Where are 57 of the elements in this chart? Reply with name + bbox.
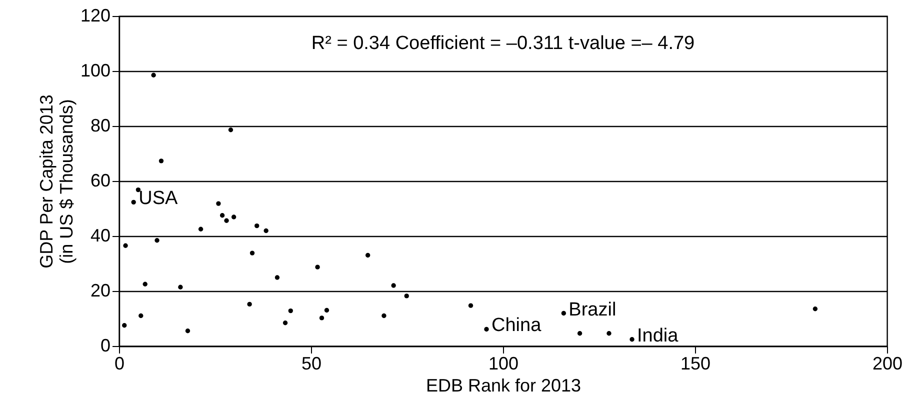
point xyxy=(123,243,128,248)
point xyxy=(138,313,144,318)
point xyxy=(264,228,268,234)
point xyxy=(142,282,148,286)
y-axis-title: GDP Per Capita 2013 (in US $ Thousands) xyxy=(36,94,76,268)
point xyxy=(282,320,288,326)
x-tick-label: 200 xyxy=(872,354,903,374)
point xyxy=(216,201,221,206)
point xyxy=(228,128,234,132)
point xyxy=(158,158,164,164)
point xyxy=(382,313,386,318)
point xyxy=(247,302,252,307)
annotation: India xyxy=(637,325,679,346)
point xyxy=(185,328,190,334)
point xyxy=(224,218,229,223)
y-tick-label: 60 xyxy=(90,170,110,190)
point xyxy=(198,226,204,232)
point xyxy=(365,252,370,258)
point xyxy=(606,331,612,336)
point xyxy=(131,200,136,205)
point xyxy=(319,316,324,320)
point xyxy=(391,283,396,288)
point xyxy=(404,294,409,298)
y-tick-label: 0 xyxy=(100,336,110,356)
point xyxy=(315,264,320,270)
annotation: Brazil xyxy=(568,299,616,320)
point xyxy=(324,308,330,313)
point xyxy=(151,72,156,78)
y-tick-label: 40 xyxy=(90,226,110,246)
point xyxy=(220,213,225,218)
point xyxy=(630,337,634,342)
point xyxy=(468,303,474,308)
point xyxy=(231,214,236,220)
point xyxy=(812,306,818,312)
point xyxy=(274,275,280,280)
point xyxy=(250,250,255,256)
y-tick-label: 80 xyxy=(90,116,110,136)
point xyxy=(178,284,183,290)
x-tick-label: 0 xyxy=(114,354,125,374)
annotation: USA xyxy=(138,188,178,210)
point xyxy=(484,326,489,332)
point xyxy=(288,308,293,314)
x-tick-label: 50 xyxy=(301,354,322,374)
point xyxy=(577,331,582,336)
annotation: China xyxy=(491,315,542,336)
y-tick-label: 120 xyxy=(80,6,110,26)
y-tick-label: 100 xyxy=(80,60,110,80)
point xyxy=(254,223,260,228)
point xyxy=(561,310,566,316)
x-axis-title: EDB Rank for 2013 xyxy=(426,376,582,396)
y-tick-label: 20 xyxy=(90,280,110,300)
point xyxy=(136,187,141,192)
x-tick-label: 100 xyxy=(488,354,519,374)
point xyxy=(122,323,127,328)
annotation: R² = 0.34 Coefficient = –0.311 t-value =– 4.79 xyxy=(311,33,695,54)
point xyxy=(154,238,160,243)
x-tick-label: 150 xyxy=(680,354,711,374)
